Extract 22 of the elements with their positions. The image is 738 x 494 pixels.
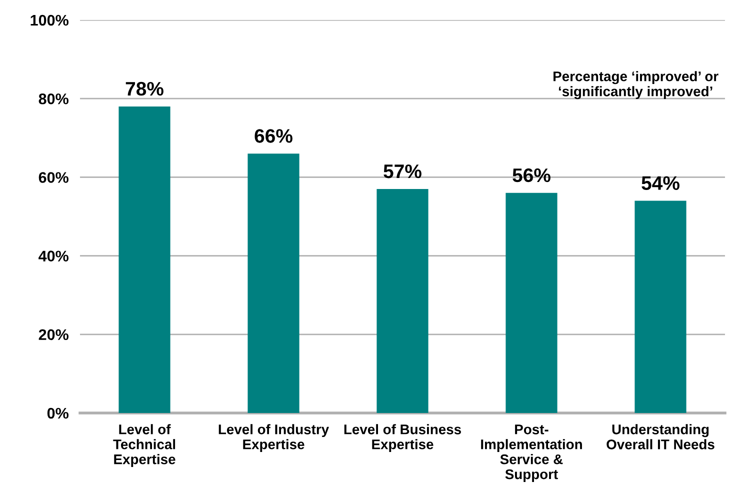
bar bbox=[634, 200, 686, 413]
x-tick-label: Understanding Overall IT Needs bbox=[606, 424, 714, 450]
y-tick-label: 20% bbox=[38, 329, 68, 340]
annotation: Percentage ‘improved’ or ‘significantly improved’ bbox=[554, 71, 718, 100]
y-tick-label: 60% bbox=[38, 172, 68, 183]
bar bbox=[376, 188, 428, 413]
x-tick-label: Level of Technical Expertise bbox=[113, 424, 176, 467]
bar bbox=[506, 192, 558, 413]
y-tick-label: 80% bbox=[38, 93, 68, 104]
x-tick-label: Post- Implementation Service & Support bbox=[481, 424, 582, 482]
y-tick-label: 0% bbox=[47, 408, 68, 419]
data-label: 56% bbox=[512, 168, 550, 182]
data-label: 66% bbox=[254, 129, 292, 143]
data-label: 54% bbox=[642, 176, 680, 190]
x-tick-label: Level of Business Expertise bbox=[344, 424, 461, 452]
bar bbox=[118, 106, 170, 413]
data-label: 78% bbox=[126, 82, 164, 96]
data-label: 57% bbox=[384, 164, 422, 178]
x-tick-label: Level of Industry Expertise bbox=[218, 424, 329, 452]
y-tick-label: 40% bbox=[38, 250, 68, 262]
bar bbox=[248, 154, 300, 413]
y-tick-label: 100% bbox=[30, 14, 68, 26]
